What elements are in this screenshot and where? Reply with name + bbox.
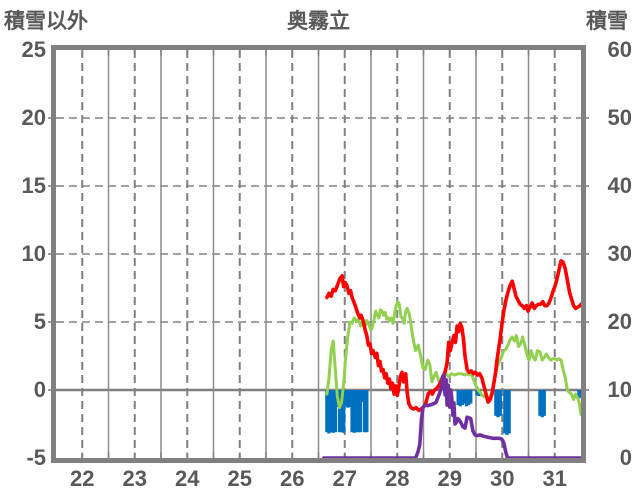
x-axis-tick-label: 24 bbox=[175, 466, 200, 491]
x-axis-tick-label: 26 bbox=[280, 466, 305, 491]
x-axis-tick-label: 29 bbox=[437, 466, 462, 491]
right-axis-tick-label: 30 bbox=[607, 241, 632, 266]
right-axis-tick-label: 20 bbox=[607, 309, 632, 334]
right-axis-tick-label: 0 bbox=[619, 445, 632, 470]
plot-frame bbox=[51, 45, 586, 463]
left-axis-tick-label: 15 bbox=[21, 173, 46, 198]
left-axis-tick-label: -5 bbox=[26, 445, 46, 470]
x-axis-tick-label: 22 bbox=[70, 466, 95, 491]
x-axis-tick-label: 28 bbox=[385, 466, 410, 491]
x-axis-tick-label: 23 bbox=[122, 466, 147, 491]
right-axis-title: 積雪 bbox=[586, 10, 628, 33]
x-axis-tick-label: 31 bbox=[542, 466, 567, 491]
series-red-line bbox=[325, 258, 583, 413]
left-axis-title: 積雪以外 bbox=[4, 10, 88, 33]
left-axis-tick-label: 25 bbox=[21, 37, 46, 62]
left-axis-tick-label: 10 bbox=[21, 241, 46, 266]
left-axis-tick-label: 0 bbox=[33, 377, 46, 402]
left-axis-tick-label: 20 bbox=[21, 105, 46, 130]
series-blue-bars bbox=[325, 390, 583, 435]
x-axis-tick-label: 30 bbox=[490, 466, 515, 491]
right-axis-tick-label: 60 bbox=[607, 37, 632, 62]
x-axis-tick-label: 25 bbox=[227, 466, 252, 491]
right-axis-tick-label: 50 bbox=[607, 105, 632, 130]
right-axis-tick-label: 40 bbox=[607, 173, 632, 198]
series-green-line bbox=[325, 300, 583, 416]
series-purple-line bbox=[321, 373, 583, 460]
right-axis-tick-label: 10 bbox=[607, 377, 632, 402]
chart-title: 奥霧立 bbox=[287, 10, 350, 33]
left-axis-tick-label: 5 bbox=[33, 309, 46, 334]
x-axis-tick-label: 27 bbox=[332, 466, 357, 491]
